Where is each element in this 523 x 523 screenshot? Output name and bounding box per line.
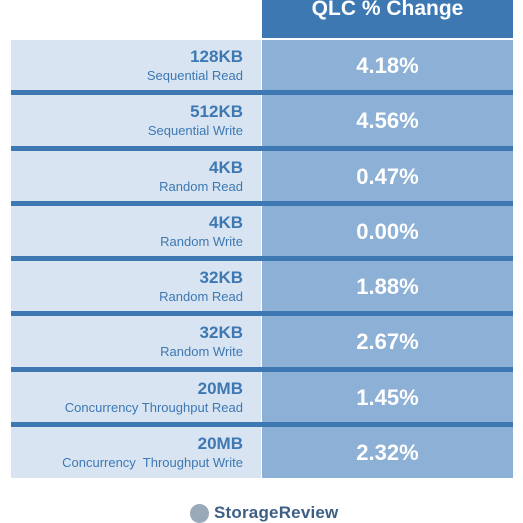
row-label-cell: 4KB Random Read <box>11 151 261 202</box>
block-size-label: 32KB <box>199 323 243 342</box>
qlc-change-value: 2.67% <box>262 316 513 367</box>
row-separator <box>11 256 513 261</box>
row-label-cell: 20MB Concurrency Throughput Write <box>11 427 261 478</box>
table-row: 20MB Concurrency Throughput Write 2.32% <box>11 427 513 478</box>
qlc-change-value: 4.56% <box>262 95 513 146</box>
row-label-cell: 20MB Concurrency Throughput Read <box>11 372 261 423</box>
operation-label: Sequential Read <box>146 68 243 83</box>
row-label-cell: 4KB Random Write <box>11 206 261 257</box>
block-size-label: 4KB <box>208 213 243 232</box>
qlc-change-value: 1.45% <box>262 372 513 423</box>
operation-label: Concurrency Throughput Read <box>64 400 243 415</box>
row-separator <box>11 367 513 372</box>
table-row: 128KB Sequential Read 4.18% <box>11 40 513 91</box>
operation-label: Random Read <box>159 179 243 194</box>
row-label-cell: 512KB Sequential Write <box>11 95 261 146</box>
qlc-change-value: 1.88% <box>262 261 513 312</box>
row-label-cell: 32KB Random Read <box>11 261 261 312</box>
table-row: 4KB Random Write 0.00% <box>11 206 513 257</box>
row-label-cell: 32KB Random Write <box>11 316 261 367</box>
block-size-label: 32KB <box>199 268 243 287</box>
operation-label: Sequential Write <box>147 123 243 138</box>
qlc-change-value: 2.32% <box>262 427 513 478</box>
storagereview-logo-icon <box>190 503 209 523</box>
block-size-label: 20MB <box>197 434 243 453</box>
row-separator <box>11 146 513 151</box>
table-row: 512KB Sequential Write 4.56% <box>11 95 513 146</box>
storagereview-logo: StorageReview <box>190 503 339 523</box>
table-row: 20MB Concurrency Throughput Read 1.45% <box>11 372 513 423</box>
block-size-label: 512KB <box>190 102 243 121</box>
operation-label: Random Write <box>160 344 243 359</box>
operation-label: Random Read <box>159 289 243 304</box>
row-separator <box>11 422 513 427</box>
operation-label: Random Write <box>160 234 243 249</box>
row-separator <box>11 311 513 316</box>
block-size-label: 20MB <box>197 379 243 398</box>
row-label-cell: 128KB Sequential Read <box>11 40 261 91</box>
block-size-label: 4KB <box>208 158 243 177</box>
qlc-change-value: 4.18% <box>262 40 513 91</box>
column-header: QLC % Change <box>262 0 513 38</box>
row-separator <box>11 90 513 95</box>
logo-text: StorageReview <box>214 503 339 522</box>
qlc-change-value: 0.00% <box>262 206 513 257</box>
operation-label: Concurrency Throughput Write <box>62 455 243 470</box>
block-size-label: 128KB <box>190 47 243 66</box>
table-row: 32KB Random Read 1.88% <box>11 261 513 312</box>
row-separator <box>11 201 513 206</box>
qlc-change-value: 0.47% <box>262 151 513 202</box>
table-row: 4KB Random Read 0.47% <box>11 151 513 202</box>
table-row: 32KB Random Write 2.67% <box>11 316 513 367</box>
